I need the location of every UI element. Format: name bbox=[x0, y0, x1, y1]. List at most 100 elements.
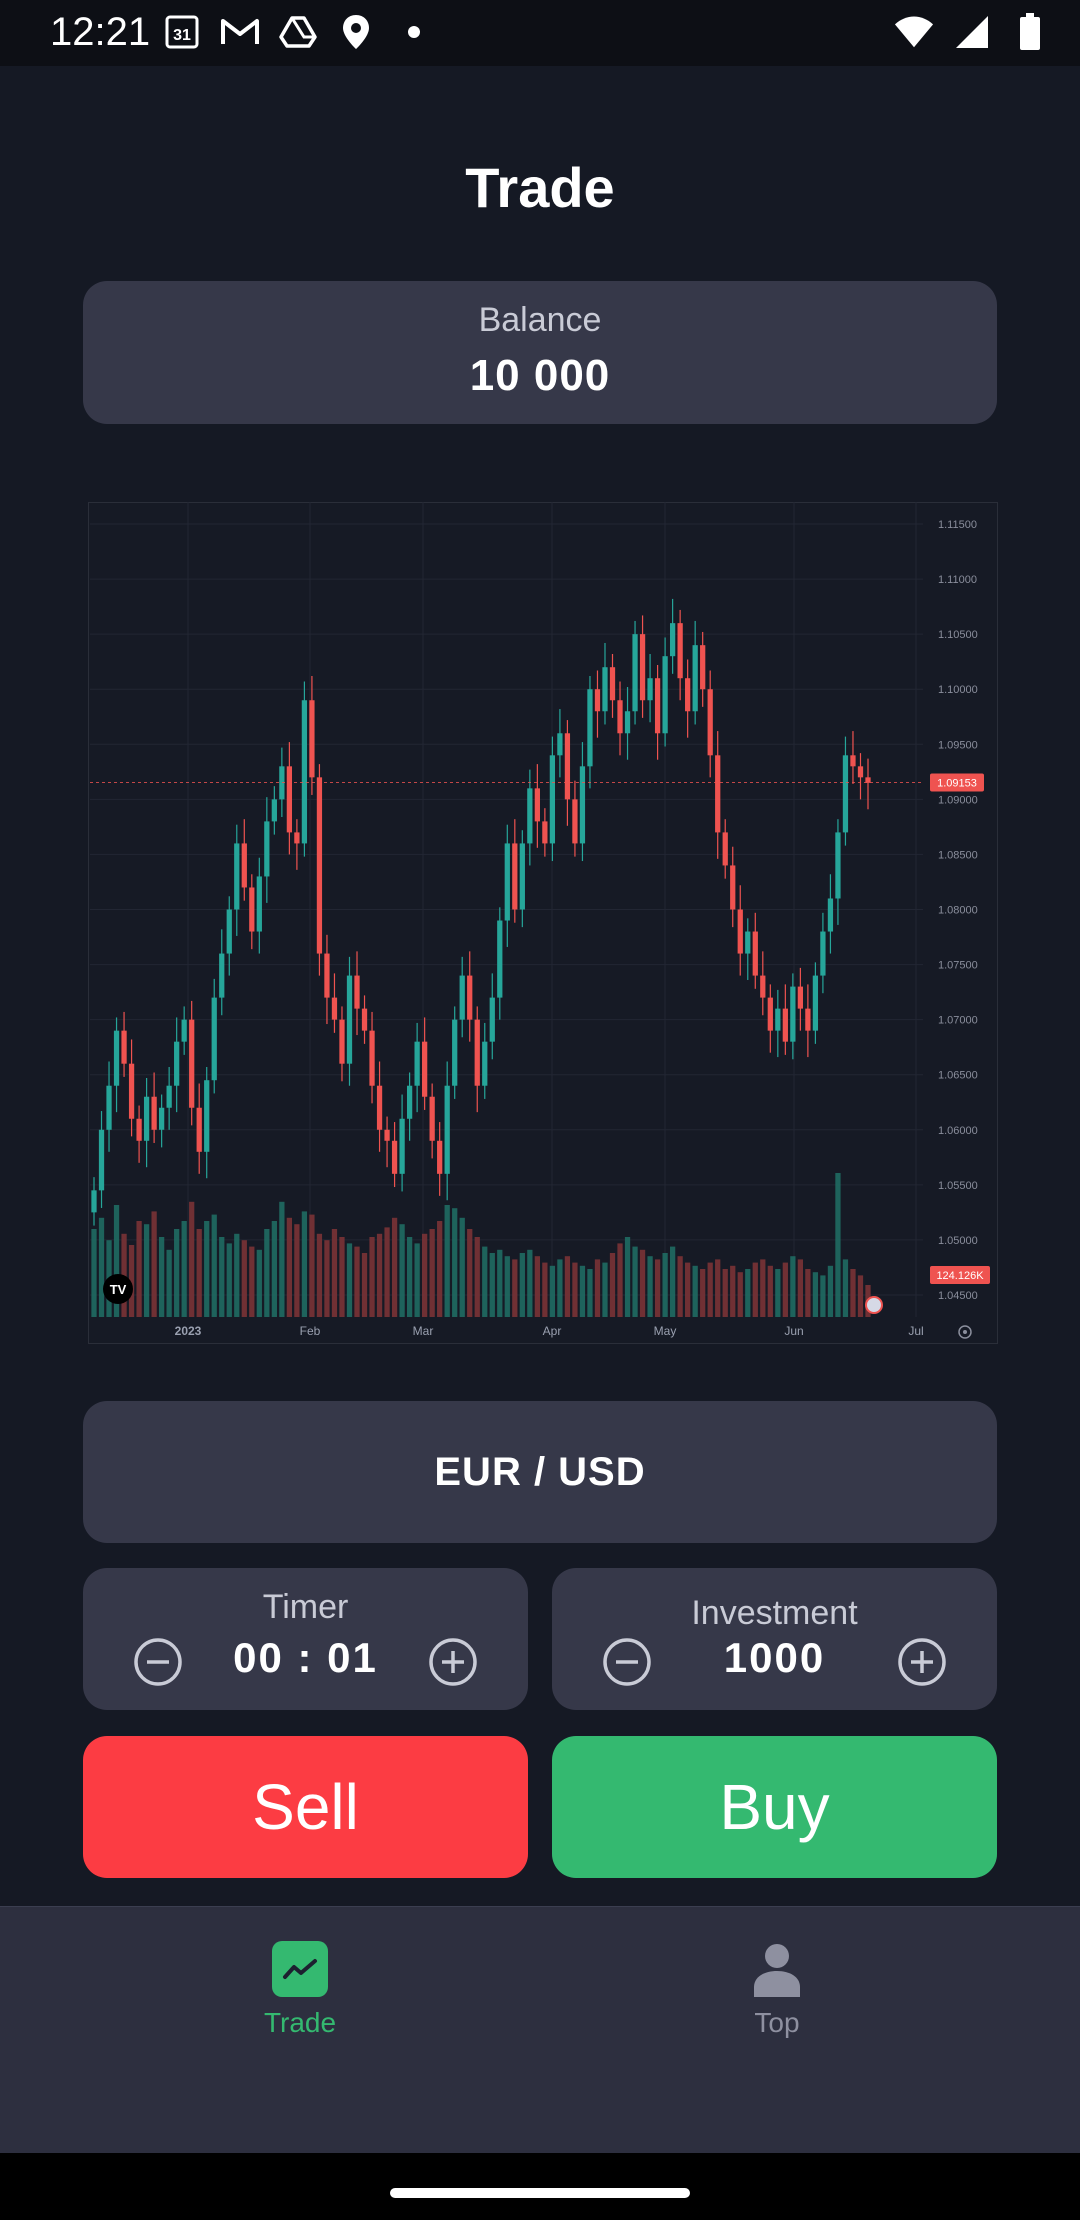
candle-body bbox=[437, 1140, 443, 1174]
y-tick-label: 1.10500 bbox=[938, 629, 978, 641]
volume-bar bbox=[587, 1269, 593, 1317]
volume-bar bbox=[467, 1229, 473, 1317]
candle-body bbox=[722, 832, 728, 866]
nav-item-trade[interactable]: Trade bbox=[200, 1941, 400, 2039]
dot-icon bbox=[394, 12, 434, 52]
volume-bar bbox=[459, 1217, 465, 1317]
candle-body bbox=[617, 700, 623, 734]
volume-bar bbox=[98, 1217, 105, 1317]
volume-bar bbox=[369, 1237, 375, 1317]
candle-body bbox=[654, 678, 661, 734]
candle-body bbox=[91, 1190, 97, 1213]
nav-item-top[interactable]: Top bbox=[677, 1941, 877, 2039]
volume-bar bbox=[632, 1246, 638, 1317]
volume-bar bbox=[857, 1275, 864, 1317]
volume-bar bbox=[211, 1214, 217, 1317]
volume-bar bbox=[226, 1243, 232, 1317]
volume-bar bbox=[489, 1253, 495, 1317]
candle-body bbox=[219, 953, 225, 998]
volume-bar bbox=[564, 1256, 571, 1317]
tradingview-logo-mark: TV bbox=[110, 1282, 127, 1297]
volume-bar bbox=[579, 1265, 586, 1317]
candle-body bbox=[857, 766, 864, 778]
volume-bar bbox=[422, 1233, 428, 1317]
timer-value: 00 : 01 bbox=[233, 1634, 378, 1681]
volume-bar bbox=[159, 1237, 165, 1317]
investment-decrease-button[interactable] bbox=[602, 1637, 652, 1687]
candle-body bbox=[226, 909, 232, 954]
candle-body bbox=[136, 1118, 142, 1141]
candle-body bbox=[527, 788, 533, 844]
candle-body bbox=[256, 876, 262, 932]
candle-body bbox=[279, 766, 285, 800]
chart-settings-icon-center bbox=[963, 1330, 967, 1334]
balance-card: Balance 10 000 bbox=[83, 281, 997, 424]
volume-bar bbox=[542, 1262, 548, 1317]
volume-bar bbox=[557, 1259, 563, 1317]
volume-bar bbox=[745, 1269, 751, 1317]
candle-body bbox=[452, 1019, 458, 1086]
y-tick-label: 1.06000 bbox=[938, 1125, 978, 1137]
volume-bar bbox=[617, 1243, 623, 1317]
candle-body bbox=[512, 843, 518, 910]
price-chart[interactable]: 1.11500 1.11000 1.10500 1.10000 1.09500 1.090… bbox=[88, 502, 998, 1344]
currency-pair-label: EUR / USD bbox=[434, 1449, 646, 1494]
candle-body bbox=[121, 1030, 127, 1064]
volume-bar bbox=[737, 1272, 743, 1317]
candle-body bbox=[422, 1041, 428, 1097]
home-indicator[interactable] bbox=[390, 2188, 690, 2198]
candle-body bbox=[414, 1041, 420, 1086]
volume-bar bbox=[361, 1253, 368, 1317]
candle-body bbox=[249, 887, 255, 932]
volume-bar bbox=[181, 1221, 187, 1317]
candle-body bbox=[669, 623, 676, 657]
candle-body bbox=[113, 1030, 120, 1086]
plus-circle-icon bbox=[429, 1638, 477, 1686]
volume-bar bbox=[437, 1221, 443, 1317]
volume-bar bbox=[286, 1217, 293, 1317]
candle-body bbox=[542, 821, 548, 844]
candle-body bbox=[204, 1080, 210, 1152]
timer-increase-button[interactable] bbox=[428, 1637, 478, 1687]
volume-bar bbox=[346, 1243, 353, 1317]
candle-body bbox=[444, 1085, 450, 1174]
investment-label: Investment bbox=[691, 1594, 858, 1632]
candle-body bbox=[632, 634, 638, 712]
volume-bar bbox=[820, 1275, 826, 1317]
volume-bar bbox=[677, 1256, 683, 1317]
buy-button[interactable]: Buy bbox=[552, 1736, 997, 1878]
currency-pair-selector[interactable]: EUR / USD bbox=[83, 1401, 997, 1543]
candle-body bbox=[324, 953, 330, 998]
status-bar: 12:21 31 bbox=[0, 0, 1080, 66]
volume-bar bbox=[730, 1265, 736, 1317]
candle-body bbox=[174, 1041, 180, 1086]
volume-bar bbox=[452, 1208, 458, 1317]
candle-body bbox=[474, 1019, 480, 1086]
volume-bar bbox=[602, 1262, 608, 1317]
x-tick-label: Apr bbox=[543, 1324, 562, 1338]
volume-bar bbox=[722, 1269, 728, 1317]
nav-label-top: Top bbox=[754, 2007, 800, 2038]
balance-label: Balance bbox=[478, 301, 602, 339]
trend-chart-icon bbox=[272, 1941, 328, 1997]
volume-bar bbox=[151, 1211, 157, 1317]
candle-body bbox=[346, 975, 353, 1064]
candle-body bbox=[677, 623, 683, 679]
candle-body bbox=[594, 689, 601, 712]
timer-decrease-button[interactable] bbox=[133, 1637, 183, 1687]
candle-body bbox=[354, 975, 360, 1009]
investment-increase-button[interactable] bbox=[897, 1637, 947, 1687]
candlestick-chart[interactable]: 1.11500 1.11000 1.10500 1.10000 1.09500 1.090… bbox=[88, 502, 998, 1344]
volume-bar bbox=[309, 1214, 315, 1317]
candle-body bbox=[406, 1085, 413, 1119]
candle-body bbox=[812, 975, 819, 1031]
candle-body bbox=[797, 986, 803, 1009]
candle-body bbox=[534, 788, 540, 822]
candle-body bbox=[752, 931, 758, 976]
candle-body bbox=[399, 1118, 405, 1174]
candle-body bbox=[692, 645, 698, 712]
volume-bar bbox=[128, 1245, 135, 1317]
timer-label: Timer bbox=[262, 1588, 349, 1626]
chart-border bbox=[88, 502, 998, 1344]
sell-button[interactable]: Sell bbox=[83, 1736, 528, 1878]
